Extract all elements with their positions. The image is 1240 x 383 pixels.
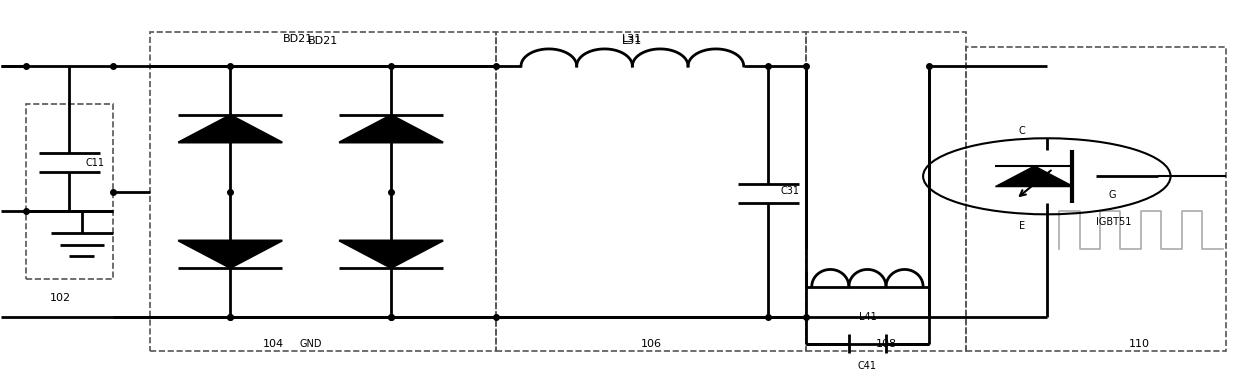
Polygon shape — [996, 166, 1074, 187]
Text: 102: 102 — [50, 293, 72, 303]
Text: C: C — [1019, 126, 1025, 136]
Text: 106: 106 — [640, 339, 661, 349]
Polygon shape — [340, 241, 443, 268]
Text: L31: L31 — [622, 36, 642, 46]
Text: IGBT51: IGBT51 — [1096, 217, 1132, 227]
Text: BD21: BD21 — [283, 34, 314, 44]
Text: 110: 110 — [1130, 339, 1151, 349]
Text: 108: 108 — [875, 339, 897, 349]
Text: G: G — [1109, 190, 1116, 200]
Text: L31: L31 — [622, 34, 642, 44]
Text: 104: 104 — [263, 339, 284, 349]
Text: C11: C11 — [86, 158, 104, 168]
Text: E: E — [1019, 221, 1025, 231]
Text: L41: L41 — [858, 312, 877, 322]
Polygon shape — [340, 115, 443, 142]
Text: GND: GND — [299, 339, 322, 349]
Text: C31: C31 — [781, 187, 800, 196]
Polygon shape — [179, 241, 283, 268]
Polygon shape — [179, 115, 283, 142]
Text: BD21: BD21 — [308, 36, 339, 46]
Text: C41: C41 — [858, 362, 877, 372]
